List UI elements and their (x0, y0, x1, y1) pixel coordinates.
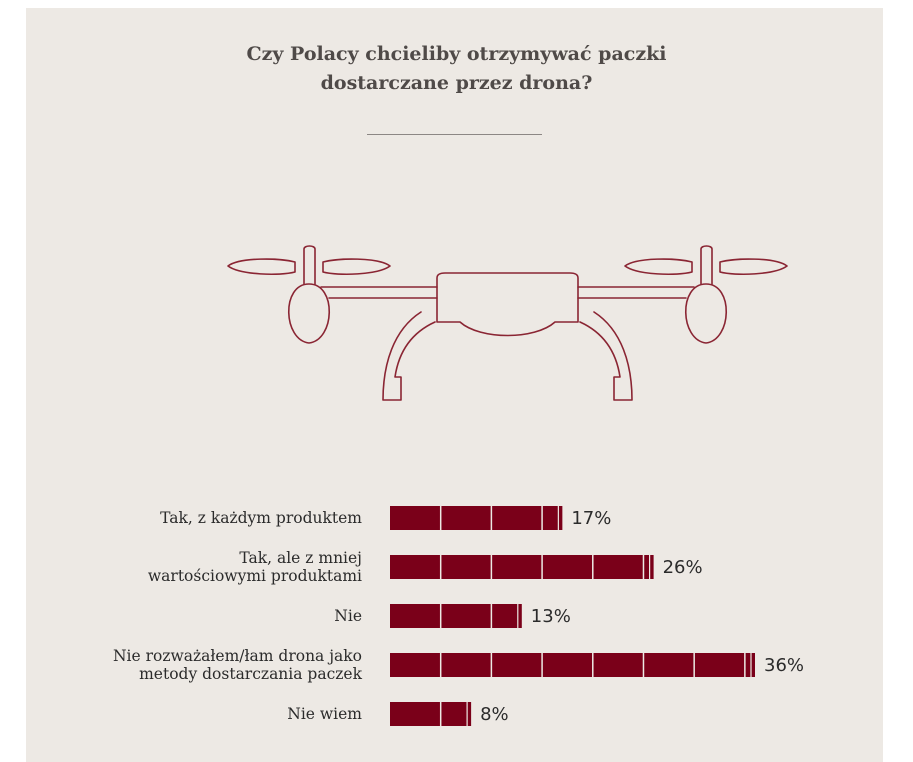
bar-2 (390, 555, 654, 579)
category-label: Tak, ale z mniej wartościowymi produktami (148, 549, 362, 585)
value-label: 13% (531, 606, 571, 627)
category-label-line: metody dostarczania paczek (139, 665, 363, 683)
category-label: Nie (334, 607, 362, 625)
value-label: 36% (764, 655, 804, 676)
bar-3 (390, 604, 522, 628)
category-label-line: Nie rozważałem/łam drona jako (113, 647, 362, 665)
title-divider (367, 134, 542, 135)
chart-panel (26, 8, 883, 762)
category-label: Nie wiem (287, 705, 362, 723)
bars: 17% Tak, z każdym produktem 26% Tak, ale z … (113, 506, 804, 726)
category-label-line: Nie (334, 607, 362, 625)
bar-1 (390, 506, 563, 530)
drone-icon (227, 245, 788, 401)
category-label-line: Nie wiem (287, 705, 362, 723)
chart-title-line-2: dostarczane przez drona? (320, 72, 593, 94)
value-label: 26% (663, 557, 703, 578)
bar-4 (390, 653, 755, 677)
category-label-line: Tak, ale z mniej (239, 549, 362, 567)
category-label: Nie rozważałem/łam drona jako metody dost… (113, 647, 363, 683)
chart-title: Czy Polacy chcieliby otrzymywać paczki d… (0, 40, 913, 98)
value-label: 17% (571, 508, 611, 529)
bar-5 (390, 702, 472, 726)
category-label: Tak, z każdym produktem (160, 509, 362, 527)
category-label-line: wartościowymi produktami (148, 567, 362, 585)
chart-title-line-1: Czy Polacy chcieliby otrzymywać paczki (246, 43, 667, 65)
value-label: 8% (480, 704, 509, 725)
category-label-line: Tak, z każdym produktem (160, 509, 362, 527)
